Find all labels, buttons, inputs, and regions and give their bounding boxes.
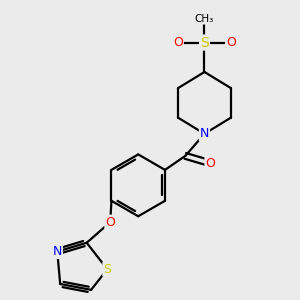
Text: N: N	[200, 127, 209, 140]
Text: O: O	[105, 216, 115, 229]
Text: S: S	[103, 263, 111, 276]
Text: O: O	[226, 36, 236, 49]
Text: O: O	[206, 157, 215, 170]
Text: S: S	[200, 35, 209, 50]
Text: CH₃: CH₃	[195, 14, 214, 24]
Text: O: O	[173, 36, 183, 49]
Text: N: N	[52, 245, 62, 258]
